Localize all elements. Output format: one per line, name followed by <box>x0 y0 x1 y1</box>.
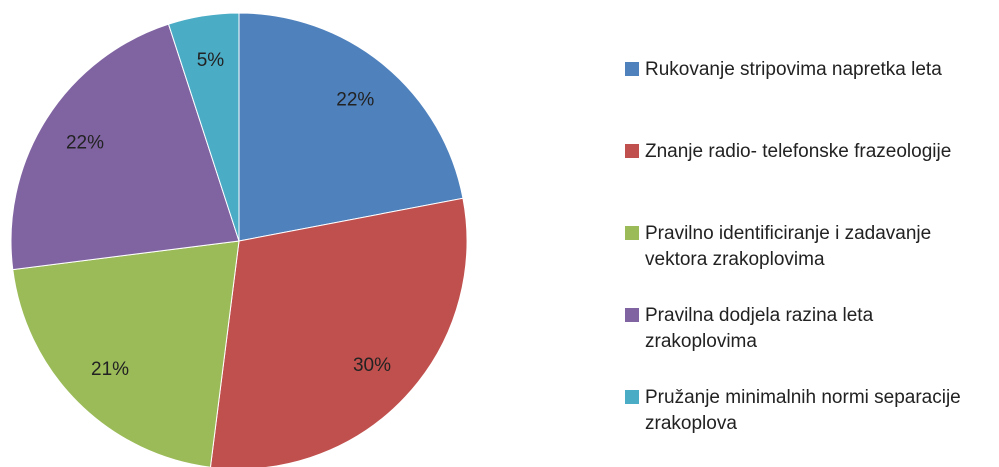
legend-swatch <box>625 226 639 240</box>
pie-slice <box>167 12 240 242</box>
pie-slice <box>238 12 464 242</box>
legend-swatch <box>625 308 639 322</box>
legend-label: Pravilna dodjela razina leta zrakoplovim… <box>645 305 874 352</box>
legend-label: Pravilno identificiranje i zadavanje vek… <box>645 223 932 270</box>
legend-entry: Pravilna dodjela razina leta zrakoplovim… <box>625 303 995 355</box>
legend-entry: Pravilno identificiranje i zadavanje vek… <box>625 221 995 273</box>
pie-slice <box>12 240 240 467</box>
legend-label: Rukovanje stripovima napretka leta <box>645 59 942 80</box>
legend-entry: Znanje radio- telefonske frazeologije <box>625 139 995 165</box>
legend-swatch <box>625 390 639 404</box>
pie-slice <box>10 23 240 271</box>
legend-label: Znanje radio- telefonske frazeologije <box>645 141 952 162</box>
data-label: 22% <box>336 89 374 110</box>
data-label: 22% <box>66 132 104 153</box>
data-label: 30% <box>353 355 391 376</box>
legend-swatch <box>625 62 639 76</box>
legend-entry: Rukovanje stripovima napretka leta <box>625 57 995 83</box>
legend-label: Pružanje minimalnih normi separacije zra… <box>645 387 961 434</box>
data-label: 5% <box>197 50 225 71</box>
legend-swatch <box>625 144 639 158</box>
legend-entry: Pružanje minimalnih normi separacije zra… <box>625 385 995 437</box>
pie-slice <box>209 197 468 467</box>
data-label: 21% <box>91 359 129 380</box>
